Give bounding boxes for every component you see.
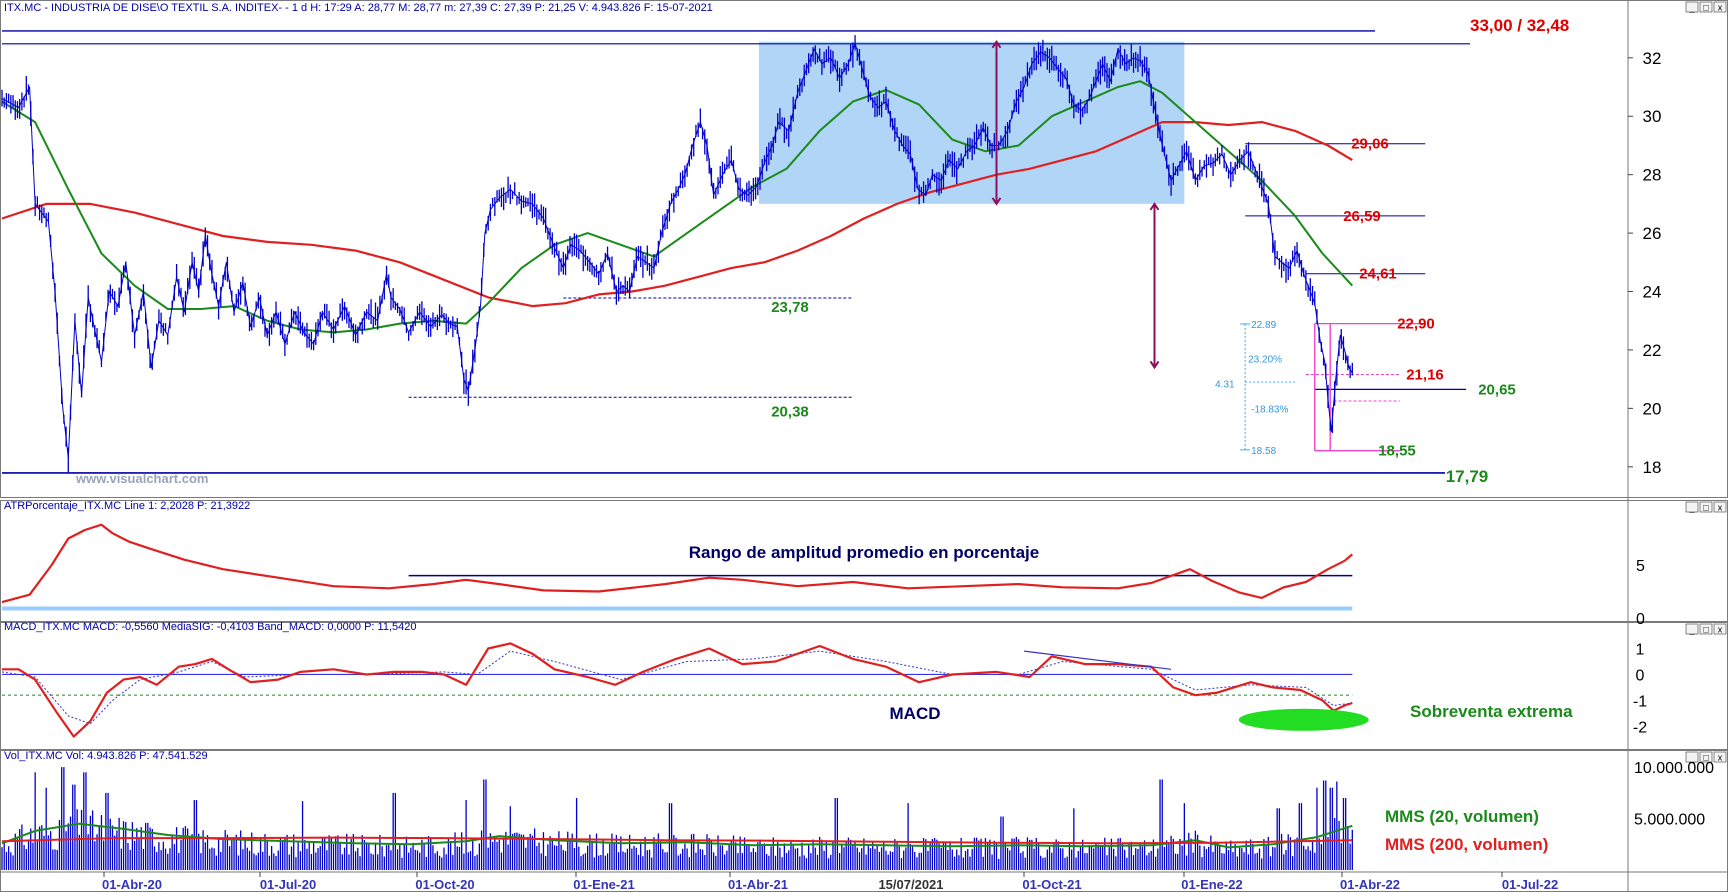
oversold-label: Sobreventa extrema	[1410, 702, 1573, 721]
range-arrow-lower-head-bottom	[1149, 360, 1160, 370]
price-level-label: 23,78	[771, 299, 809, 316]
window-button-glyph-1-1: □	[1703, 503, 1709, 513]
price-tick-label: 18	[1643, 458, 1662, 477]
atr-line	[1, 523, 1354, 604]
measure-height-label: 4.31	[1215, 380, 1235, 391]
volume-ma20-legend: MMS (20, volumen)	[1385, 807, 1539, 826]
measure-pct-up: 23.20%	[1248, 355, 1282, 366]
price-level-label: 24,61	[1359, 266, 1397, 283]
price-tick-label: 28	[1643, 166, 1662, 185]
window-button-0-2	[1713, 1, 1727, 13]
window-button-3-0	[1685, 751, 1699, 763]
window-button-glyph-1-0: _	[1688, 503, 1695, 513]
price-level-label: 18,55	[1378, 443, 1416, 460]
window-controls: _ □ x _ □ x _ □ x _ □ x	[1685, 1, 1727, 763]
watermark: www.visualchart.com	[75, 471, 208, 486]
atr-plot	[1, 523, 1354, 611]
atr-annotation: Rango de amplitud promedio en porcentaje	[689, 543, 1039, 562]
price-tick-label: 24	[1643, 283, 1662, 302]
macd-tick-label: -2	[1633, 719, 1647, 736]
measure-pct-down: -18.83%	[1251, 404, 1288, 415]
macd-panel-header: MACD_ITX.MC MACD: -0,5560 MediaSIG: -0,4…	[4, 621, 417, 633]
window-button-glyph-0-1: □	[1703, 3, 1709, 13]
volume-panel-header: Vol_ITX.MC Vol: 4.943.826 P: 47.541.529	[4, 750, 208, 762]
window-button-0-1	[1699, 1, 1713, 13]
window-button-glyph-3-0: _	[1688, 753, 1695, 763]
price-level-label: 29,06	[1351, 136, 1389, 153]
price-plot: 22.89 18.58 4.31 23.20% -18.83% 33,00 / 32,48…	[1, 16, 1569, 486]
atr-tick-label: 0	[1636, 611, 1645, 628]
window-button-glyph-3-1: □	[1703, 753, 1709, 763]
x-tick-label: 01-Oct-20	[415, 877, 474, 892]
window-button-glyph-3-2: x	[1718, 753, 1723, 763]
macd-divergence-line	[1024, 650, 1172, 670]
macd-annotation: MACD	[890, 704, 941, 723]
atr-panel-header: ATRPorcentaje_ITX.MC Line 1: 2,2028 P: 2…	[4, 500, 250, 512]
range-arrow-lower-head-top	[1149, 202, 1160, 211]
macd-tick-label: 1	[1636, 642, 1645, 659]
oversold-oval	[1238, 708, 1369, 731]
x-tick-label: 01-Oct-21	[1022, 877, 1081, 892]
price-tick-label: 26	[1643, 224, 1662, 243]
price-tick-label: 30	[1643, 107, 1662, 126]
window-button-2-1	[1699, 623, 1713, 635]
price-level-label: 26,59	[1343, 208, 1381, 225]
window-button-1-0	[1685, 501, 1699, 513]
axes: 18 20 22 24 26 28 30 32 5 0 1 0 -1 -2 10.000.000 5.000.…	[102, 49, 1714, 892]
x-tick-label: 01-Jul-22	[1502, 877, 1558, 892]
price-level-label: 17,79	[1446, 467, 1489, 486]
price-level-label: 33,00 / 32,48	[1470, 16, 1569, 35]
panel-frame-2	[0, 622, 1728, 750]
volume-tick-label: 10.000.000	[1634, 760, 1714, 777]
window-button-1-2	[1713, 501, 1727, 513]
x-tick-label: 01-Jul-20	[260, 877, 316, 892]
macd-line	[2, 642, 1353, 738]
atr-tick-label: 5	[1636, 558, 1645, 575]
price-line	[1, 42, 1353, 459]
price-panel-header: ITX.MC - INDUSTRIA DE DISE\O TEXTIL S.A.…	[4, 2, 713, 14]
macd-tick-label: -1	[1633, 693, 1647, 710]
window-button-1-1	[1699, 501, 1713, 513]
price-tick-label: 22	[1643, 341, 1662, 360]
x-tick-label: 01-Abr-22	[1340, 877, 1400, 892]
macd-plot	[1, 642, 1369, 738]
cursor-date-label: 15/07/2021	[878, 877, 943, 892]
x-tick-label: 01-Abr-20	[102, 877, 162, 892]
price-tick-label: 32	[1643, 49, 1662, 68]
x-tick-label: 01-Abr-21	[728, 877, 788, 892]
window-button-glyph-2-2: x	[1718, 625, 1723, 635]
window-button-glyph-0-2: x	[1718, 3, 1723, 13]
window-button-glyph-0-0: _	[1688, 3, 1695, 13]
range-arrow-upper-head-top	[991, 39, 1002, 49]
volume-tick-label: 5.000.000	[1634, 812, 1705, 829]
window-button-0-0	[1685, 1, 1699, 13]
cursor-date-box	[868, 875, 954, 891]
window-button-2-0	[1685, 623, 1699, 635]
price-level-label: 20,65	[1478, 381, 1516, 398]
price-level-label: 20,38	[771, 403, 809, 420]
window-button-2-2	[1713, 623, 1727, 635]
window-button-glyph-1-2: x	[1718, 503, 1723, 513]
window-button-3-1	[1699, 751, 1713, 763]
window-button-glyph-2-1: □	[1703, 625, 1709, 635]
range-arrow-upper-head-bottom	[991, 197, 1002, 206]
price-tick-label: 20	[1643, 399, 1662, 418]
volume-ma20-line	[1, 822, 1353, 849]
x-tick-label: 01-Ene-22	[1181, 877, 1242, 892]
measure-bottom-label: 18.58	[1251, 446, 1276, 457]
window-button-3-2	[1713, 751, 1727, 763]
ma-200-line	[1, 121, 1353, 308]
macd-tick-label: 0	[1636, 667, 1645, 684]
volume-ma200-legend: MMS (200, volumen)	[1385, 835, 1548, 854]
price-level-label: 22,90	[1397, 316, 1435, 333]
price-level-label: 21,16	[1406, 366, 1444, 383]
volume-ma200-line	[1, 836, 1353, 845]
volume-plot	[1, 767, 1353, 870]
window-button-glyph-2-0: _	[1688, 625, 1695, 635]
x-tick-label: 01-Ene-21	[573, 877, 634, 892]
measure-top-label: 22.89	[1251, 320, 1276, 331]
